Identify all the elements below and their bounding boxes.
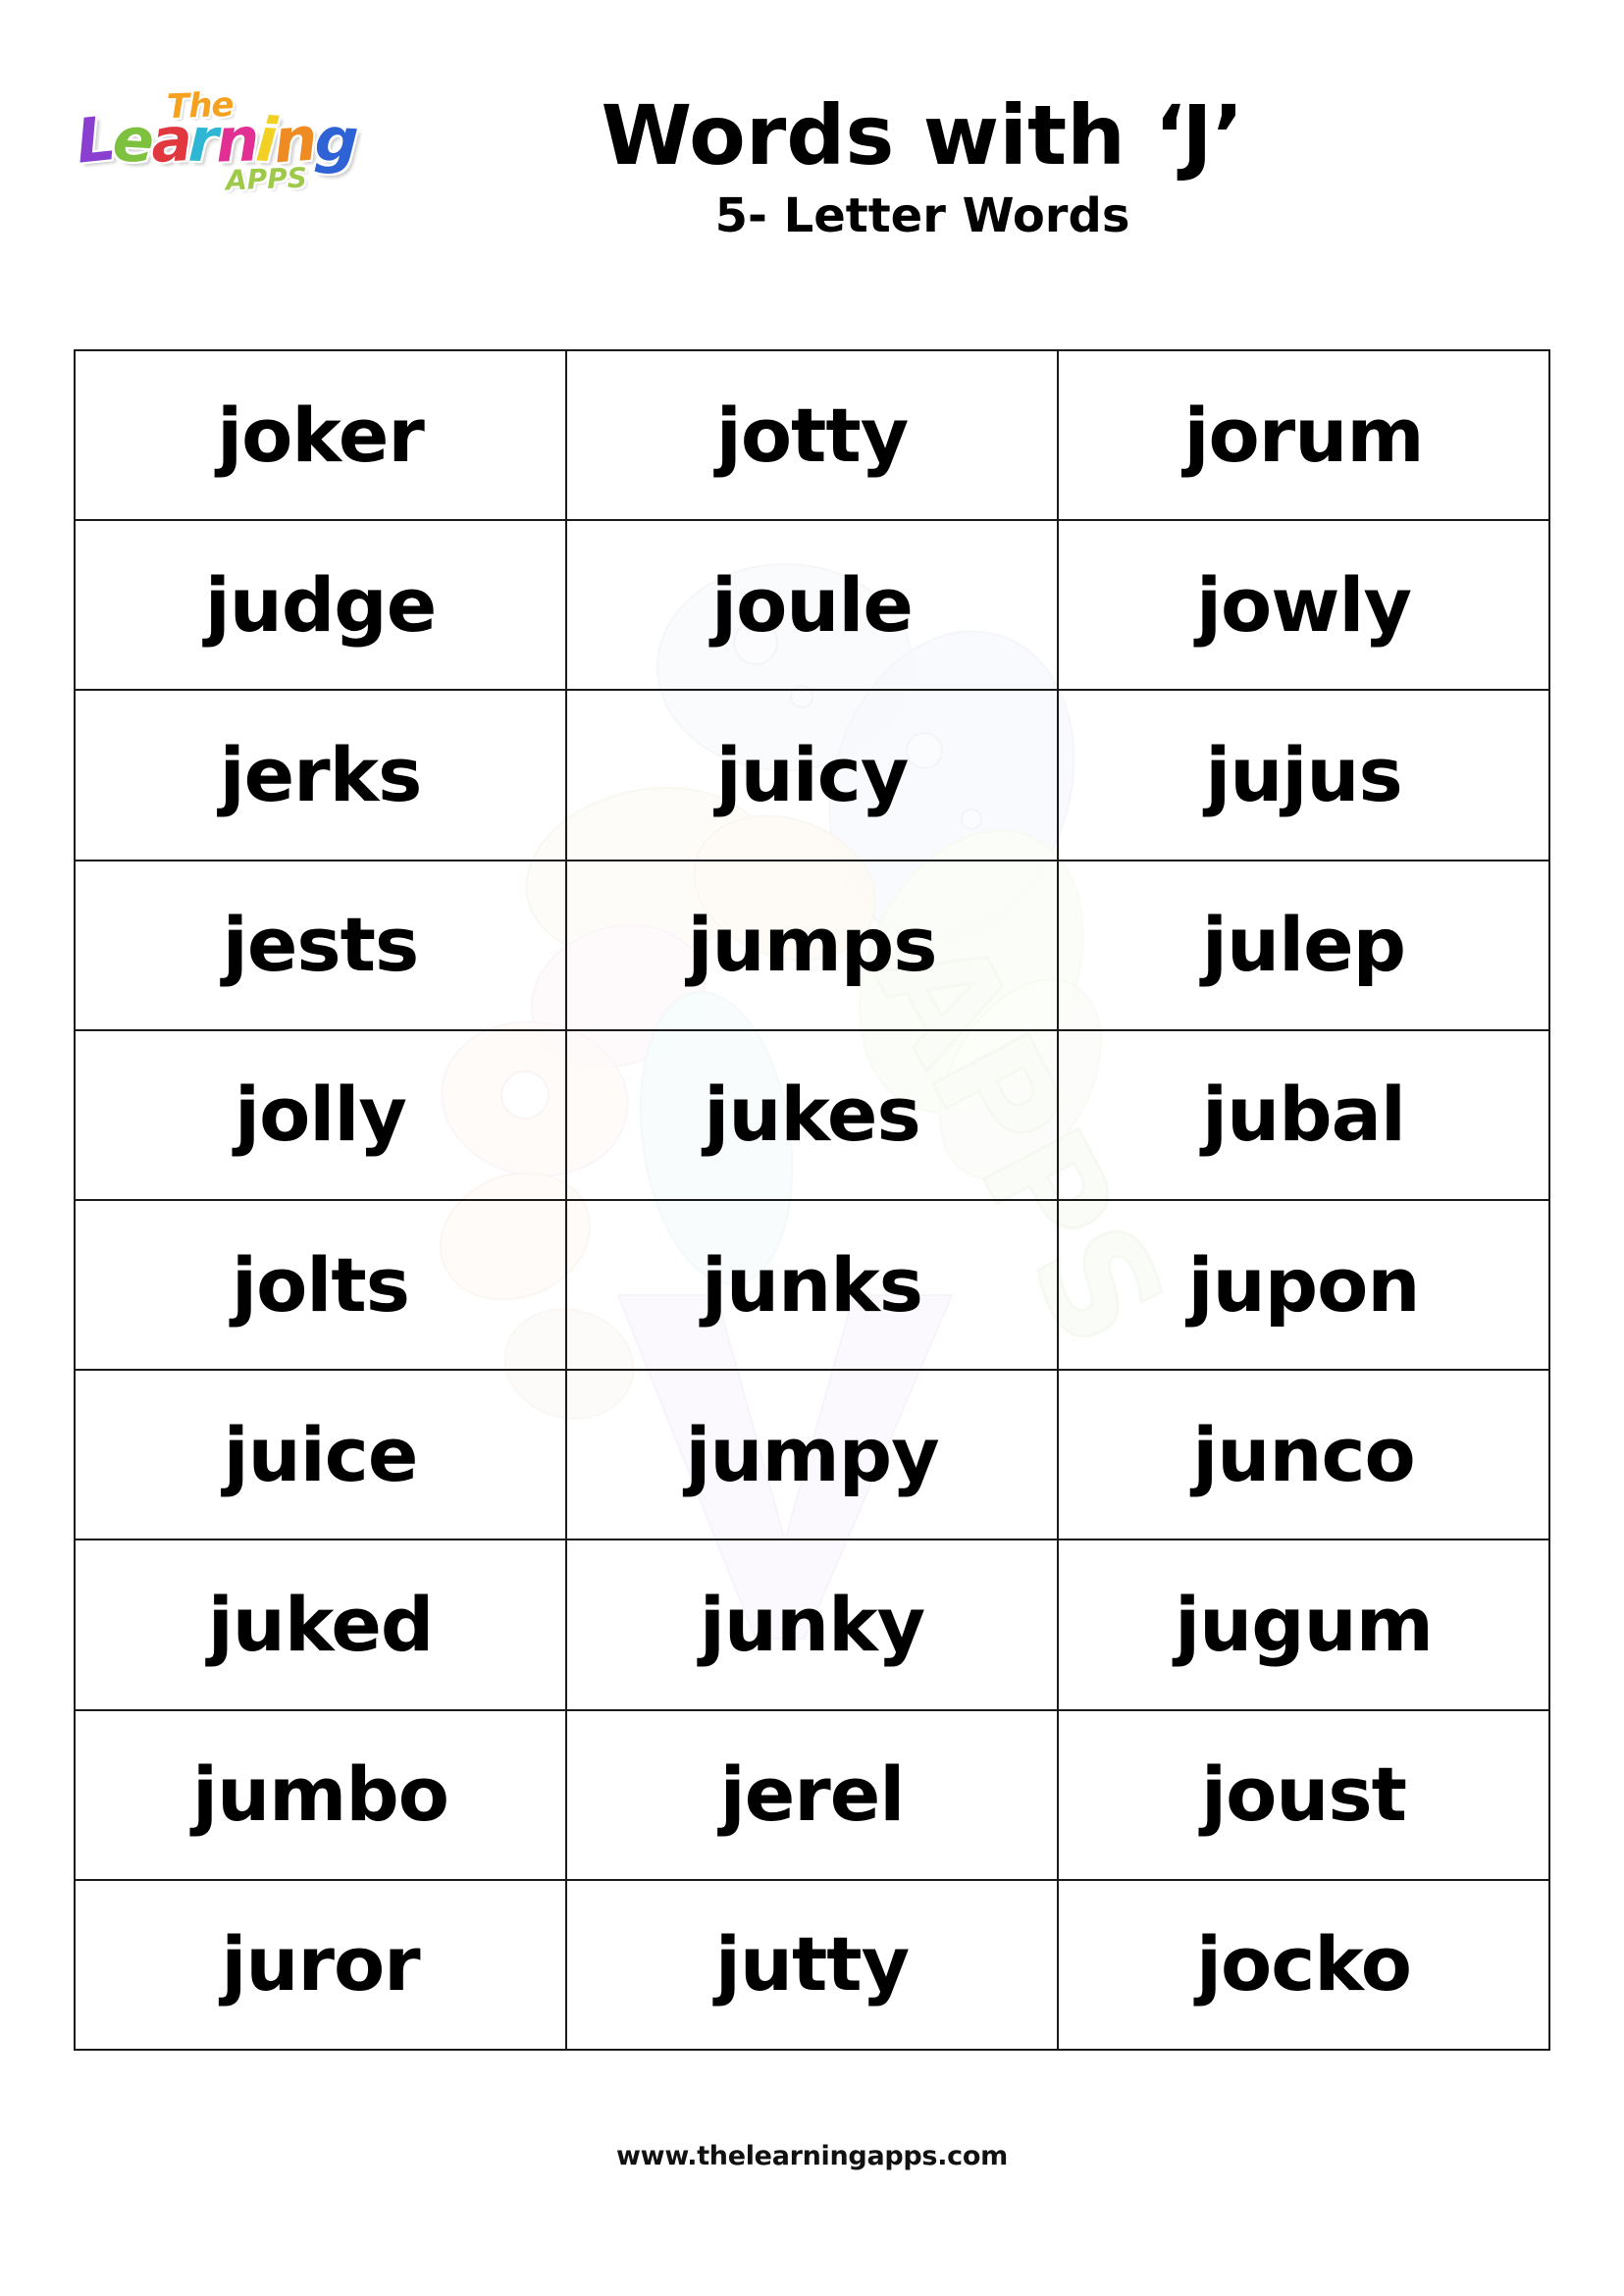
word-cell: jugum <box>1057 1539 1550 1711</box>
word-text: jests <box>222 901 419 989</box>
word-cell: juror <box>74 1878 567 2051</box>
word-cell: junky <box>565 1539 1059 1711</box>
logo-text-apps: APPS <box>225 161 308 197</box>
word-cell: jowly <box>1057 519 1550 692</box>
table-row: juror jutty jocko <box>74 1878 1550 2051</box>
word-text: jumps <box>687 901 938 989</box>
word-cell: juicy <box>565 689 1059 861</box>
word-text: jumpy <box>685 1410 939 1498</box>
table-row: jests jumps julep <box>74 859 1550 1031</box>
word-text: jocko <box>1195 1920 1412 2009</box>
table-row: juked junky jugum <box>74 1539 1550 1711</box>
word-cell: juked <box>74 1539 567 1711</box>
word-text: jukes <box>704 1070 920 1159</box>
word-text: juked <box>207 1580 435 1668</box>
word-cell: joker <box>74 348 567 522</box>
word-text: junco <box>1192 1410 1416 1498</box>
word-text: jowly <box>1195 560 1412 649</box>
table-row: jolts junks jupon <box>74 1198 1550 1372</box>
word-cell: judge <box>74 519 567 692</box>
the-learning-apps-logo: The Learning APPS <box>73 85 361 197</box>
word-text: jolts <box>232 1240 410 1329</box>
word-text: jerel <box>719 1750 906 1839</box>
word-text: juice <box>223 1410 419 1498</box>
logo-letter-n1: n <box>214 103 258 177</box>
logo-letter-e: e <box>110 103 153 177</box>
table-row: jumbo jerel joust <box>74 1708 1550 1881</box>
word-cell: jubal <box>1057 1028 1550 1201</box>
table-row: jolly jukes jubal <box>74 1028 1550 1201</box>
word-text: jerks <box>219 730 423 818</box>
word-text: juror <box>221 1920 420 2009</box>
word-text: julep <box>1201 901 1406 989</box>
word-text: junky <box>699 1580 925 1668</box>
word-grid-body: joker jotty jorum judge joule jowly jerk… <box>74 348 1550 2051</box>
table-row: joker jotty jorum <box>74 348 1550 522</box>
word-cell: jukes <box>565 1028 1059 1201</box>
table-row: jerks juicy jujus <box>74 689 1550 861</box>
word-cell: junco <box>1057 1369 1550 1541</box>
word-cell: jumpy <box>565 1369 1059 1541</box>
word-text: jumbo <box>192 1750 449 1839</box>
word-text: jutty <box>714 1920 910 2009</box>
word-text: joule <box>711 560 914 649</box>
word-cell: julep <box>1057 859 1550 1031</box>
word-cell: jotty <box>565 348 1059 522</box>
word-text: jorum <box>1183 391 1424 479</box>
word-cell: jumps <box>565 859 1059 1031</box>
logo-letter-a: a <box>148 103 191 177</box>
word-cell: jorum <box>1057 348 1550 522</box>
word-cell: jujus <box>1057 689 1550 861</box>
word-cell: jolly <box>74 1028 567 1201</box>
word-text: jolly <box>235 1070 407 1159</box>
page-title: Words with ‘J’ <box>601 87 1244 183</box>
word-cell: joust <box>1057 1708 1550 1881</box>
logo-text-learning: Learning <box>73 102 357 178</box>
word-cell: jests <box>74 859 567 1031</box>
word-text: jupon <box>1187 1240 1421 1329</box>
logo-letter-g: g <box>312 102 357 178</box>
page-subtitle: 5- Letter Words <box>714 187 1130 243</box>
word-text: jubal <box>1202 1070 1406 1159</box>
page-header: The Learning APPS Words with ‘J’ 5- Lett… <box>0 0 1624 334</box>
title-block: Words with ‘J’ 5- Letter Words <box>393 87 1452 243</box>
word-text: jugum <box>1175 1580 1434 1668</box>
logo-letter-r: r <box>187 103 218 177</box>
word-cell: jerel <box>565 1708 1059 1881</box>
word-text: joker <box>217 391 425 479</box>
page-footer: www.thelearningapps.com <box>0 2141 1624 2171</box>
word-text: jotty <box>715 391 909 479</box>
word-cell: junks <box>565 1198 1059 1372</box>
website-url: www.thelearningapps.com <box>616 2141 1008 2171</box>
word-cell: juice <box>74 1369 567 1541</box>
word-grid: joker jotty jorum judge joule jowly jerk… <box>74 348 1550 2051</box>
word-cell: joule <box>565 519 1059 692</box>
word-cell: jerks <box>74 689 567 861</box>
word-text: joust <box>1201 1750 1407 1839</box>
word-cell: jocko <box>1057 1878 1550 2051</box>
word-cell: jolts <box>74 1198 567 1372</box>
word-cell: jumbo <box>74 1708 567 1881</box>
logo-letter-l: L <box>73 102 117 178</box>
table-row: juice jumpy junco <box>74 1369 1550 1541</box>
table-row: judge joule jowly <box>74 519 1550 692</box>
word-cell: jupon <box>1057 1198 1550 1372</box>
word-text: junks <box>701 1240 923 1329</box>
word-text: judge <box>204 560 438 649</box>
word-text: jujus <box>1205 730 1403 818</box>
word-cell: jutty <box>565 1878 1059 2051</box>
word-text: juicy <box>715 730 910 818</box>
